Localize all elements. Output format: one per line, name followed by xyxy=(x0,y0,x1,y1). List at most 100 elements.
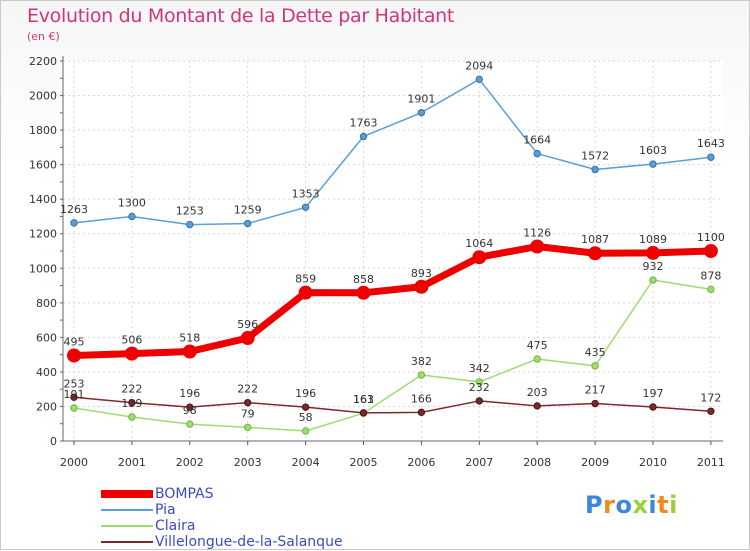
data-point xyxy=(128,398,136,407)
data-point xyxy=(475,378,483,386)
data-label: 1089 xyxy=(639,233,667,246)
data-point xyxy=(414,279,429,294)
x-tick-label: 2006 xyxy=(407,456,435,469)
data-label: 1763 xyxy=(350,116,378,129)
series-line-pia xyxy=(73,78,711,226)
data-label: 232 xyxy=(469,381,490,394)
x-tick-label: 2005 xyxy=(350,456,378,469)
data-point xyxy=(588,246,603,261)
data-label: 1253 xyxy=(176,205,204,218)
data-label: 435 xyxy=(585,346,606,359)
data-point xyxy=(649,276,657,284)
data-label: 1901 xyxy=(407,93,435,106)
data-label: 222 xyxy=(121,383,142,396)
data-label: 196 xyxy=(295,387,316,400)
y-tick-label: 600 xyxy=(36,331,57,344)
logo-letter: t xyxy=(657,491,670,519)
data-point xyxy=(707,407,715,415)
data-point xyxy=(417,108,426,117)
data-point xyxy=(646,245,660,260)
data-label: 1126 xyxy=(523,227,551,240)
data-point xyxy=(244,423,252,432)
data-label: 161 xyxy=(353,393,374,406)
y-tick-label: 1200 xyxy=(29,228,57,241)
y-tick-label: 200 xyxy=(36,400,57,413)
data-point xyxy=(67,348,81,363)
x-tick-label: 2003 xyxy=(234,456,262,469)
logo-letter: r xyxy=(603,491,616,519)
data-point xyxy=(591,165,599,174)
logo-letter: i xyxy=(648,491,658,519)
data-point xyxy=(128,413,136,421)
data-point xyxy=(533,149,541,158)
y-tick-label: 2000 xyxy=(29,90,57,103)
proxiti-logo: Proxiti xyxy=(585,491,678,519)
data-point xyxy=(244,219,252,228)
data-label: 196 xyxy=(179,387,200,400)
data-label: 859 xyxy=(295,273,316,286)
y-tick-label: 1800 xyxy=(29,124,57,137)
logo-letter: P xyxy=(585,491,604,519)
legend-swatch xyxy=(101,509,153,511)
data-point xyxy=(649,160,657,168)
x-tick-label: 2011 xyxy=(697,456,725,469)
data-point xyxy=(186,403,194,411)
data-point xyxy=(475,75,483,84)
data-point xyxy=(70,219,78,227)
y-tick-label: 800 xyxy=(36,297,57,310)
data-label: 222 xyxy=(237,383,258,396)
x-tick-label: 2001 xyxy=(118,456,146,469)
data-label: 1664 xyxy=(523,134,551,147)
x-tick-label: 2010 xyxy=(639,456,667,469)
data-label: 858 xyxy=(353,273,374,286)
y-tick-label: 1400 xyxy=(29,193,57,206)
x-tick-label: 2009 xyxy=(581,456,609,469)
y-tick-label: 1000 xyxy=(29,262,57,275)
data-label: 506 xyxy=(121,334,142,347)
data-label: 382 xyxy=(411,355,432,368)
data-point xyxy=(128,212,136,221)
data-label: 518 xyxy=(179,332,200,345)
data-point xyxy=(591,362,599,370)
x-tick-label: 2002 xyxy=(176,456,204,469)
data-point xyxy=(186,220,194,229)
chart-subtitle: (en €) xyxy=(27,30,60,43)
data-point xyxy=(707,153,715,161)
logo-letter: i xyxy=(669,491,678,519)
data-point xyxy=(70,404,78,412)
data-point xyxy=(649,403,657,411)
data-label: 1603 xyxy=(639,144,667,157)
legend-swatch xyxy=(101,490,153,498)
x-tick-label: 2004 xyxy=(292,456,320,469)
data-label: 253 xyxy=(64,377,85,390)
data-label: 217 xyxy=(585,384,606,397)
data-label: 58 xyxy=(299,411,313,424)
chart-title: Evolution du Montant de la Dette par Hab… xyxy=(27,5,455,27)
data-label: 893 xyxy=(411,267,432,280)
series-line-villelongue-de-la-salanque xyxy=(73,396,711,414)
data-label: 98 xyxy=(183,404,197,417)
data-label: 1572 xyxy=(581,149,609,162)
logo-letter: o xyxy=(615,491,633,519)
data-label: 495 xyxy=(64,336,85,349)
data-label: 1100 xyxy=(697,231,725,244)
data-label: 475 xyxy=(527,339,548,352)
data-point xyxy=(533,355,541,363)
x-tick-label: 2000 xyxy=(60,456,88,469)
data-point xyxy=(298,285,313,300)
data-point xyxy=(475,397,483,405)
data-point xyxy=(70,393,78,401)
data-point xyxy=(359,132,368,141)
data-point xyxy=(301,403,310,411)
data-label: 172 xyxy=(700,391,721,404)
y-tick-label: 1600 xyxy=(29,159,57,172)
data-label: 342 xyxy=(469,362,490,375)
data-label: 191 xyxy=(64,388,85,401)
data-point xyxy=(301,427,310,435)
data-label: 163 xyxy=(353,393,374,406)
data-label: 932 xyxy=(643,260,664,273)
data-point xyxy=(240,331,255,346)
y-tick-label: 2200 xyxy=(29,55,57,68)
data-label: 1263 xyxy=(60,203,88,216)
